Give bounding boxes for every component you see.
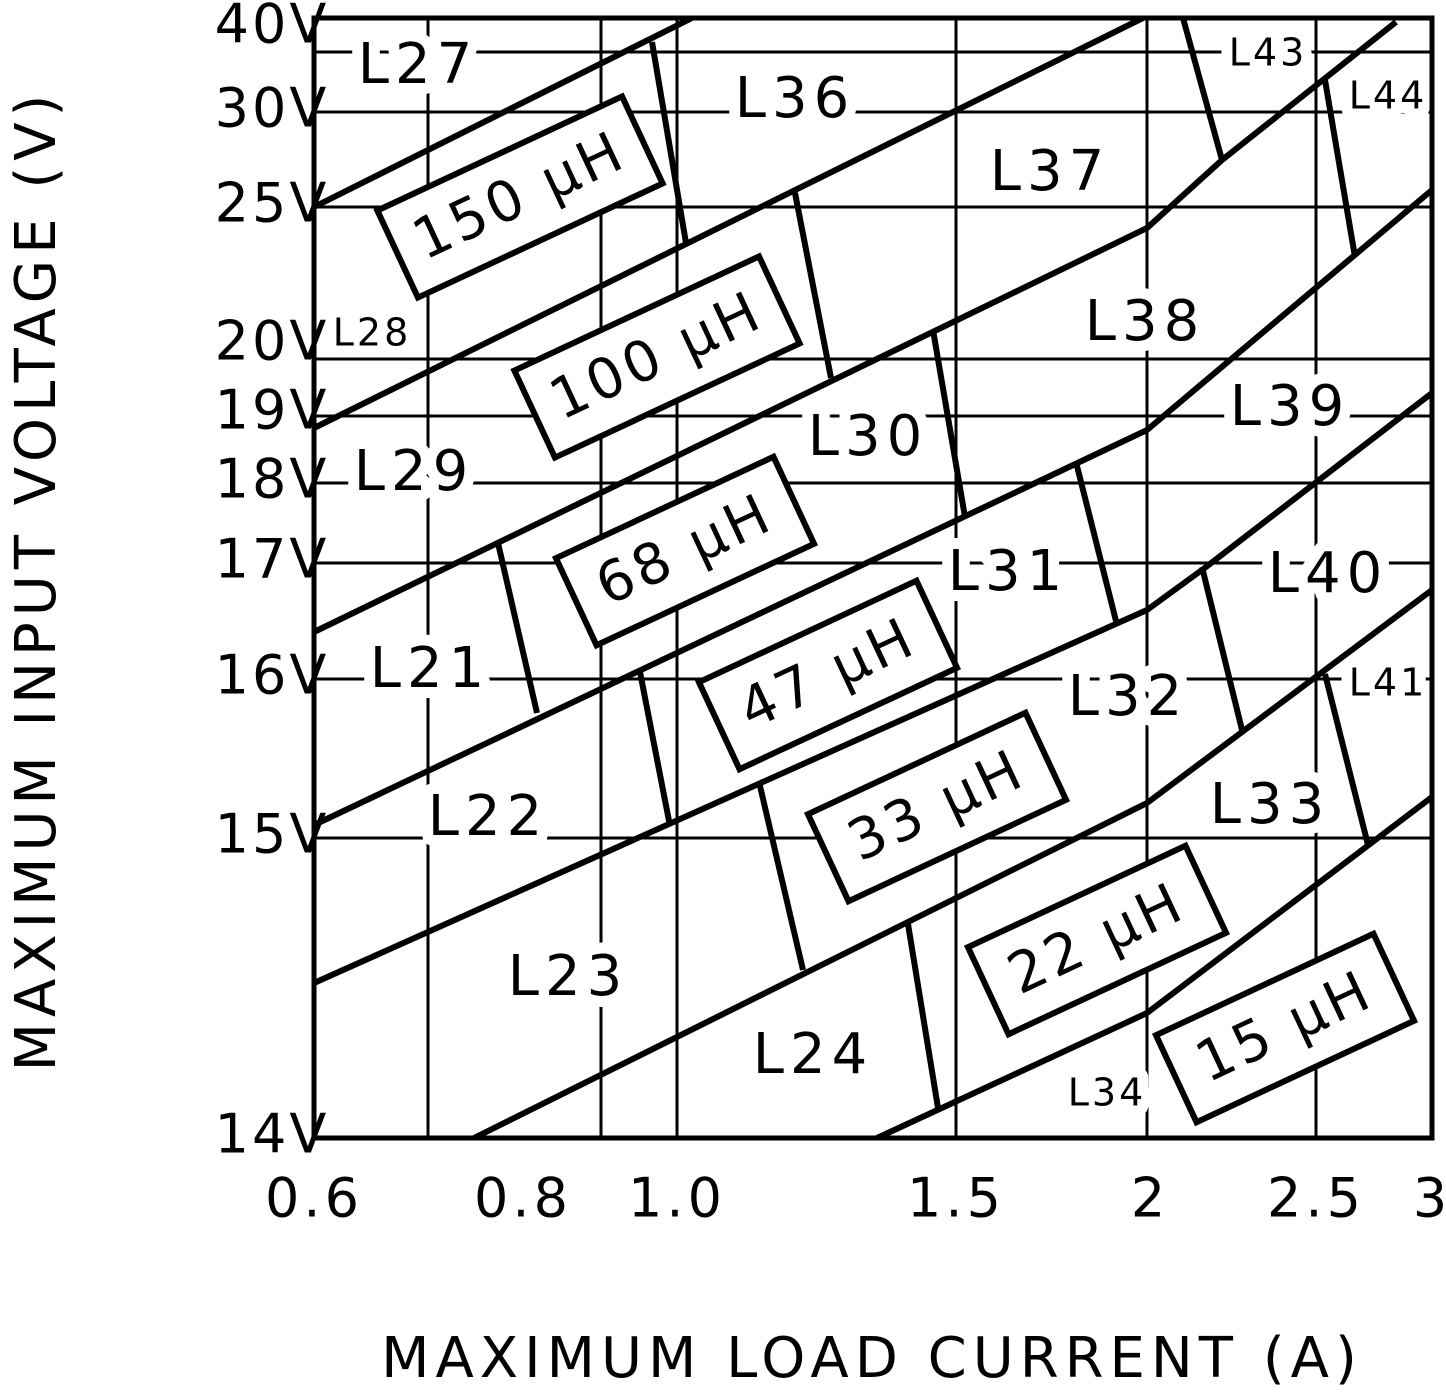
boundary-line — [312, 15, 694, 210]
region-label: L22 — [428, 784, 548, 849]
region-label: L41 — [1349, 661, 1428, 705]
region-label: L28 — [333, 311, 412, 355]
region-label: L39 — [1230, 374, 1350, 439]
x-tick-label: 2 — [1131, 1167, 1169, 1230]
x-tick-label: 3 — [1413, 1167, 1446, 1230]
box-frame — [551, 452, 819, 650]
y-tick-label: 16V — [215, 644, 330, 707]
plot-frame — [311, 15, 1435, 1141]
region-label: L23 — [508, 944, 628, 1009]
inductor-box: 33 μH — [803, 708, 1071, 906]
region-labels: L27L36L37L38L39L40L43L44L41L28L29L30L31L… — [322, 20, 1436, 1126]
x-tick-label: 1.5 — [907, 1167, 1005, 1230]
region-label: L38 — [1085, 289, 1205, 354]
region-label: L40 — [1268, 541, 1388, 606]
y-axis-title: MAXIMUM INPUT VOLTAGE (V) — [4, 89, 69, 1072]
y-tick-label: 40V — [215, 0, 330, 56]
boundary-line — [312, 187, 1434, 828]
boundary-line — [312, 390, 1434, 986]
region-label: L30 — [808, 404, 928, 469]
region-label: L43 — [1229, 31, 1308, 75]
box-frame — [694, 576, 962, 774]
region-label: L24 — [753, 1022, 873, 1087]
inductor-box: 150 μH — [373, 92, 667, 302]
y-tick-label: 14V — [215, 1103, 330, 1166]
box-frame — [803, 708, 1071, 906]
boundary-line — [875, 794, 1434, 1141]
region-label: L36 — [735, 66, 855, 131]
inductor-box: 15 μH — [1151, 929, 1419, 1127]
region-label: L27 — [358, 32, 478, 97]
boundary-line — [312, 15, 1145, 431]
box-frame — [1151, 929, 1419, 1127]
boundaries — [312, 15, 1434, 1141]
box-frame — [510, 252, 804, 462]
region-label: L31 — [948, 539, 1068, 604]
y-tick-label: 20V — [215, 310, 330, 373]
box-frame — [963, 841, 1231, 1039]
y-tick-label: 18V — [215, 448, 330, 511]
x-tick-label: 2.5 — [1267, 1167, 1365, 1230]
region-label: L44 — [1349, 74, 1428, 118]
inductor-box: 68 μH — [551, 452, 819, 650]
region-label: L32 — [1068, 664, 1188, 729]
inductor-box: 47 μH — [694, 576, 962, 774]
y-tick-label: 17V — [215, 528, 330, 591]
y-tick-label: 19V — [215, 379, 330, 442]
region-label: L21 — [370, 636, 490, 701]
x-tick-label: 0.8 — [474, 1167, 572, 1230]
y-tick-label: 15V — [215, 803, 330, 866]
region-label: L33 — [1210, 772, 1330, 837]
x-tick-label: 0.6 — [265, 1167, 363, 1230]
x-axis-title: MAXIMUM LOAD CURRENT (A) — [381, 1326, 1363, 1391]
x-tick-label: 1.0 — [628, 1167, 726, 1230]
boundary-line — [472, 587, 1434, 1141]
region-label: L29 — [354, 439, 474, 504]
region-label: L37 — [990, 139, 1110, 204]
box-frame — [373, 92, 667, 302]
inductor-box: 100 μH — [510, 252, 804, 462]
divider-lines — [495, 17, 1371, 1109]
y-tick-label: 25V — [215, 172, 330, 235]
y-tick-label: 30V — [215, 77, 330, 140]
region-label: L34 — [1068, 1071, 1147, 1115]
boundary-line — [312, 19, 1398, 635]
